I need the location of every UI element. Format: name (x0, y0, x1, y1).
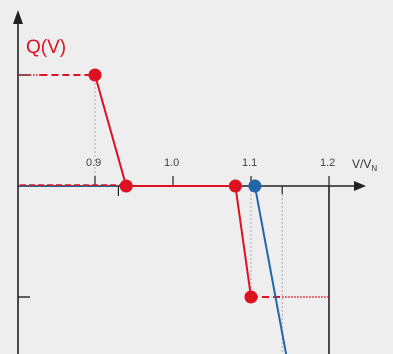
y-axis-arrow (13, 10, 23, 24)
red-marker-3 (244, 290, 258, 304)
blue-marker (248, 179, 262, 193)
blue-series-line (253, 185, 288, 354)
x-tick-label-1: 1.0 (164, 157, 179, 169)
x-axis-title: V/VN (352, 157, 377, 173)
series-group (18, 68, 329, 354)
x-tick-label-2: 1.1 (242, 157, 257, 169)
x-tick-label-3: 1.2 (320, 157, 335, 169)
axis-labels: Q(V) V/VN (26, 37, 377, 173)
red-marker-0 (88, 68, 102, 82)
x-axis-ticks: 0.9 1.0 1.1 1.2 (18, 74, 335, 354)
x-tick-label-0: 0.9 (86, 157, 101, 169)
red-series-line (94, 74, 252, 298)
axes (13, 10, 366, 354)
red-marker-2 (228, 179, 242, 193)
guide-lines (94, 75, 283, 354)
x-axis-arrow (354, 181, 366, 191)
x-axis-title-subscript: N (371, 164, 377, 173)
y-axis-title: Q(V) (26, 37, 66, 58)
red-marker-1 (119, 179, 133, 193)
